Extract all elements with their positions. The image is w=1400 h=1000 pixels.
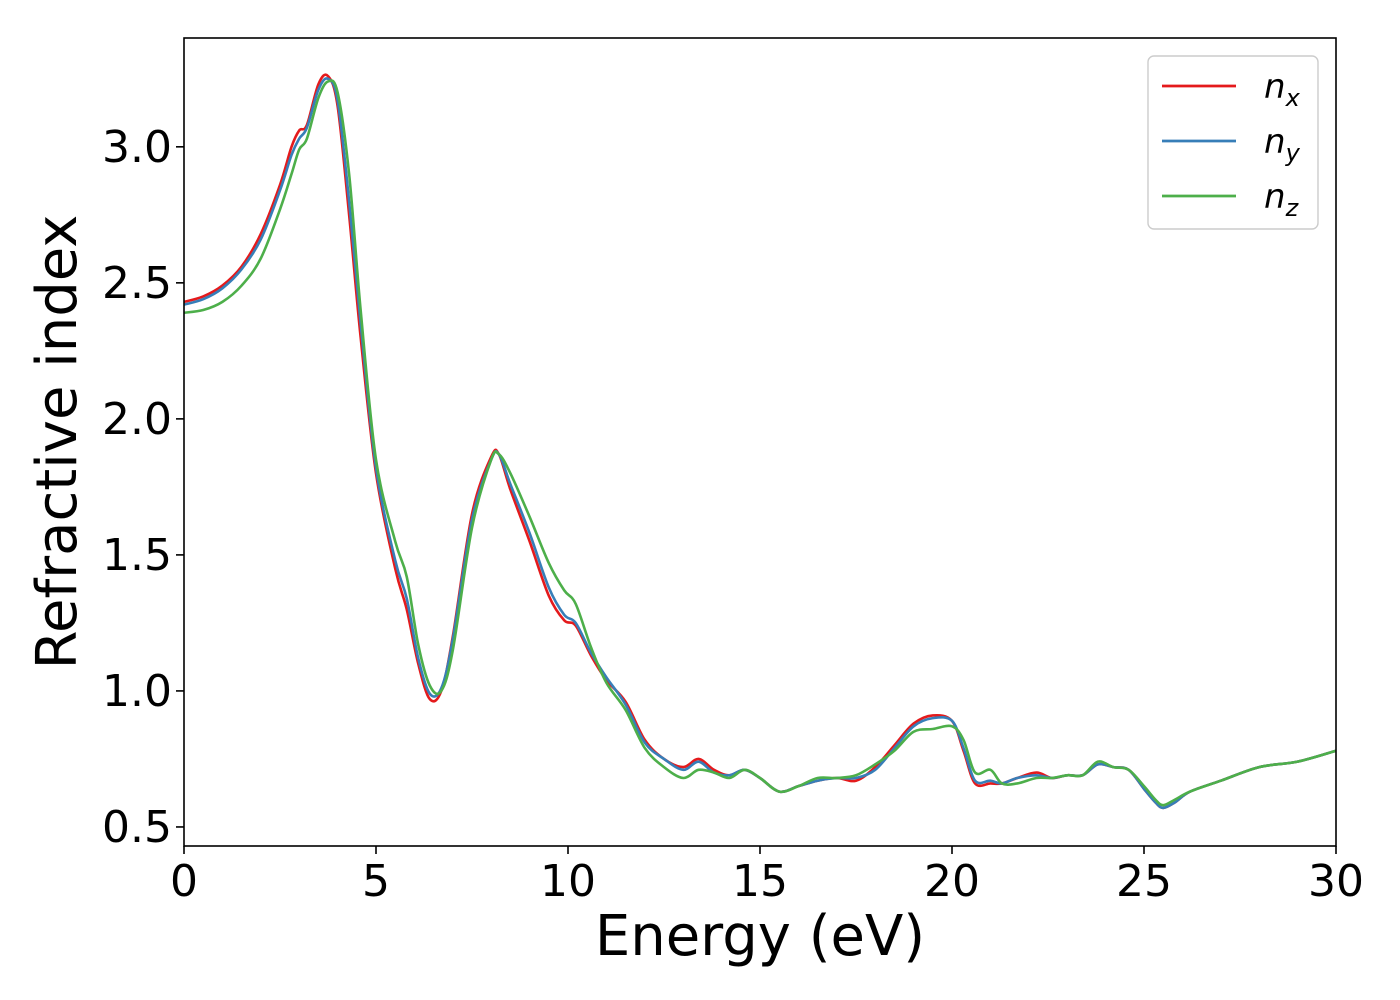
series-layer xyxy=(184,73,1336,810)
x-tick-label: 5 xyxy=(362,856,390,907)
x-tick-label: 0 xyxy=(170,856,198,907)
y-tick-label: 2.0 xyxy=(102,394,172,445)
y-tick-label: 1.0 xyxy=(102,666,172,717)
legend-label-base: n xyxy=(1264,177,1286,217)
y-tick-label: 0.5 xyxy=(102,802,172,853)
series-line-z xyxy=(184,79,1336,807)
legend-label-base: n xyxy=(1264,67,1286,107)
y-tick-label: 1.5 xyxy=(102,530,172,581)
legend-label-subscript: x xyxy=(1285,84,1301,112)
legend-box xyxy=(1147,55,1319,230)
y-tick-label: 3.0 xyxy=(102,122,172,173)
legend-label-subscript: z xyxy=(1285,194,1300,222)
x-axis-ticks: 0 5 10 15 20 25 30 xyxy=(170,846,1364,907)
x-axis-title: Energy (eV) xyxy=(595,904,925,969)
y-tick-label: 2.5 xyxy=(102,258,172,309)
x-tick-label: 20 xyxy=(924,856,980,907)
x-tick-label: 15 xyxy=(732,856,788,907)
y-axis-title: Refractive index xyxy=(25,215,90,670)
legend-label-base: n xyxy=(1264,122,1286,162)
legend-label-subscript: y xyxy=(1285,139,1301,167)
x-tick-label: 30 xyxy=(1308,856,1364,907)
x-tick-label: 25 xyxy=(1116,856,1172,907)
legend-label-y: ny xyxy=(1264,122,1301,167)
legend-label-z: nz xyxy=(1264,177,1300,222)
x-tick-label: 10 xyxy=(540,856,596,907)
legend-label-x: nx xyxy=(1264,67,1301,112)
y-axis-ticks: 0.5 1.0 1.5 2.0 2.5 3.0 xyxy=(102,122,184,853)
